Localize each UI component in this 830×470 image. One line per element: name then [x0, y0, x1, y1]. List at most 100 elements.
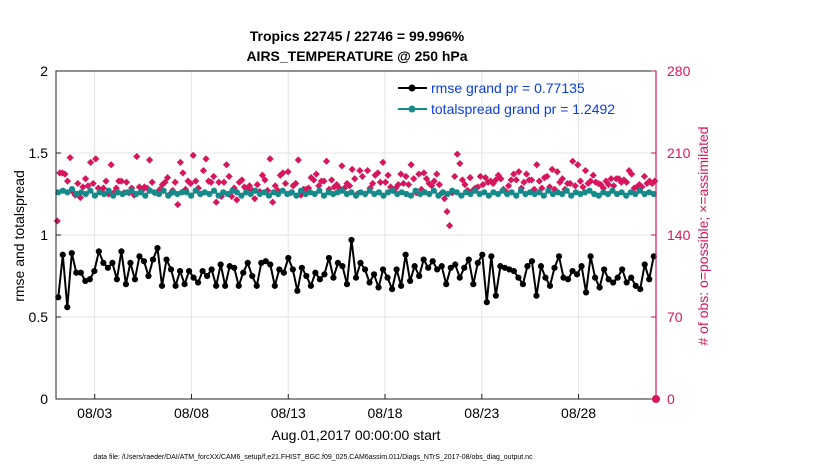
obs-marker	[484, 178, 492, 186]
rmse-point	[650, 253, 657, 260]
totalspread-point	[297, 187, 305, 194]
totalspread-point	[68, 185, 76, 193]
rmse-point	[195, 279, 202, 286]
obs-marker	[410, 175, 418, 183]
rmse-point	[204, 272, 211, 280]
obs-marker	[415, 170, 423, 178]
rmse-point	[582, 289, 590, 296]
obs-marker	[258, 171, 267, 179]
totalspread-point	[247, 190, 254, 198]
rmse-point	[140, 258, 148, 265]
obs-marker	[99, 184, 108, 192]
obs-marker	[597, 181, 605, 189]
obs-marker	[171, 178, 179, 186]
rmse-point	[100, 259, 107, 266]
obs-marker	[281, 179, 290, 188]
totalspread-point	[87, 187, 94, 194]
rmse-point	[483, 299, 490, 306]
rmse-point	[379, 266, 387, 273]
rmse-point	[213, 282, 220, 289]
totalspread-point	[311, 190, 318, 198]
obs-marker	[102, 177, 110, 185]
obs-marker	[148, 178, 156, 186]
totalspread-point	[545, 187, 552, 194]
obs-marker	[220, 178, 228, 186]
obs-marker	[66, 154, 74, 162]
y-right-axis-label: # of obs: o=possible; ×=assimilated	[695, 126, 711, 345]
rmse-point	[488, 253, 495, 260]
rmse-point	[244, 259, 251, 266]
obs-marker	[535, 177, 543, 185]
totalspread-point	[105, 187, 112, 194]
x-tick-label: 08/08	[174, 405, 209, 421]
rmse-point	[262, 258, 269, 265]
rmse-point	[122, 281, 130, 288]
rmse-point	[77, 269, 84, 276]
y-tick-label: 0.5	[29, 309, 49, 325]
totalspread-point	[430, 187, 437, 194]
obs-marker	[374, 169, 382, 177]
obs-marker	[510, 170, 518, 178]
totalspread-point	[536, 189, 543, 196]
rmse-point	[429, 258, 436, 265]
totalspread-point	[609, 187, 616, 194]
obs-marker	[504, 182, 513, 190]
totalspread-point	[499, 187, 506, 194]
totalspread-point	[568, 192, 575, 199]
y-tick-label: 2	[40, 63, 48, 79]
obs-marker	[512, 176, 520, 184]
totalspread-point	[316, 187, 323, 194]
totalspread-point	[517, 187, 524, 194]
obs-marker	[538, 184, 546, 192]
obs-marker	[417, 185, 425, 193]
rmse-point	[537, 263, 545, 270]
obs-marker	[292, 179, 300, 188]
totalspread-point	[261, 189, 268, 196]
obs-marker	[253, 181, 261, 189]
obs-marker	[453, 150, 461, 158]
obs-marker	[348, 165, 356, 173]
totalspread-point	[471, 187, 479, 194]
rmse-point	[361, 266, 369, 273]
obs-marker	[289, 182, 297, 190]
totalspread-point	[224, 190, 231, 198]
rmse-point	[393, 266, 400, 273]
rmse-point	[267, 261, 274, 268]
obs-marker	[584, 179, 592, 188]
rmse-point	[352, 274, 360, 281]
obs-marker	[87, 158, 95, 166]
obs-marker	[210, 172, 218, 181]
obs-marker	[312, 170, 320, 178]
rmse-point	[447, 264, 454, 271]
y-axis-right: 0 70 140 210 280	[667, 63, 691, 407]
obs-marker	[492, 176, 500, 184]
rmse-series	[55, 236, 657, 311]
obs-marker	[179, 169, 187, 177]
rmse-point	[528, 258, 536, 265]
totalspread-point	[366, 187, 373, 194]
rmse-point	[474, 259, 481, 266]
totalspread-point	[238, 192, 245, 199]
rmse-point	[470, 281, 477, 288]
obs-marker	[358, 172, 367, 181]
rmse-point	[253, 282, 260, 289]
totalspread-point	[563, 187, 570, 194]
obs-marker	[94, 184, 102, 192]
obs-marker	[458, 176, 467, 184]
obs-marker	[215, 178, 223, 186]
obs-marker	[589, 171, 597, 179]
obs-marker	[548, 165, 556, 173]
rmse-point	[407, 277, 414, 285]
rmse-point	[555, 253, 563, 260]
obs-marker	[199, 166, 208, 175]
rmse-point	[465, 256, 472, 263]
obs-marker	[604, 181, 613, 189]
obs-marker	[276, 171, 284, 179]
x-tick-label: 08/28	[561, 405, 596, 421]
rmse-point	[163, 256, 170, 263]
totalspread-point	[188, 192, 195, 199]
rmse-point	[91, 267, 98, 275]
obs-marker	[356, 166, 364, 175]
rmse-point	[542, 274, 549, 281]
obs-marker	[443, 207, 451, 216]
